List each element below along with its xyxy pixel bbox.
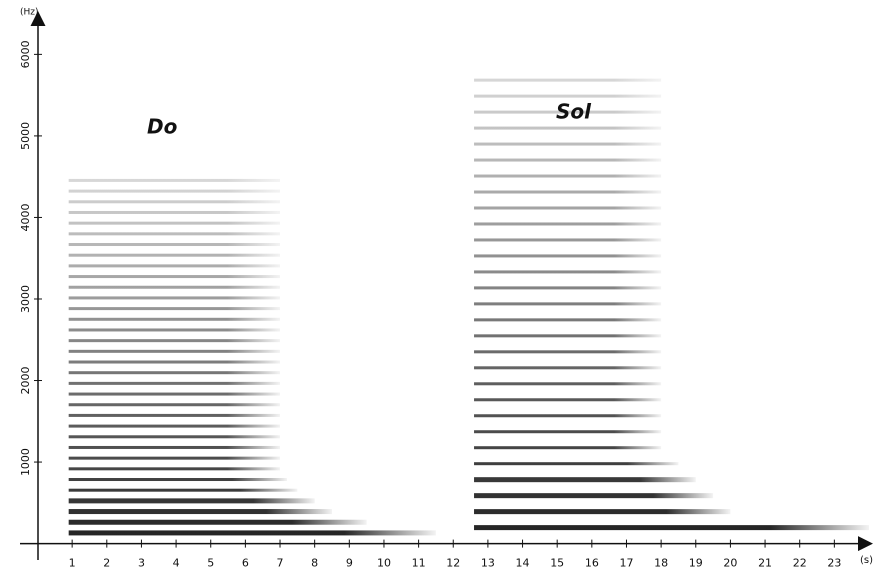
harmonic [474, 525, 869, 530]
harmonic [69, 371, 280, 374]
x-tick-label: 3 [138, 557, 145, 570]
harmonic [474, 79, 661, 82]
y-tick-label: 3000 [19, 285, 32, 313]
x-tick-label: 1 [69, 557, 76, 570]
harmonic [474, 254, 661, 257]
x-tick-label: 20 [723, 557, 737, 570]
x-tick-label: 8 [311, 557, 318, 570]
note-label: Do [147, 115, 178, 139]
harmonic [69, 296, 280, 299]
harmonic [474, 206, 661, 209]
x-tick-label: 22 [793, 557, 807, 570]
harmonic [69, 328, 280, 331]
x-tick-label: 16 [585, 557, 599, 570]
harmonic [474, 191, 661, 194]
harmonic [69, 414, 280, 417]
harmonic [69, 254, 280, 257]
harmonic [474, 382, 661, 385]
x-tick-label: 12 [446, 557, 460, 570]
harmonic [474, 493, 713, 498]
harmonic [69, 275, 280, 278]
harmonic [69, 478, 287, 481]
harmonics [69, 79, 869, 536]
harmonic [69, 318, 280, 321]
x-tick-label: 21 [758, 557, 772, 570]
x-tick-label: 6 [242, 557, 249, 570]
harmonic [69, 403, 280, 406]
harmonic [69, 200, 280, 203]
x-tick-label: 11 [412, 557, 426, 570]
harmonic [474, 95, 661, 98]
x-tick-label: 15 [550, 557, 564, 570]
x-tick-label: 9 [346, 557, 353, 570]
harmonic [474, 318, 661, 321]
harmonic [69, 509, 332, 514]
harmonic [474, 446, 661, 449]
harmonic [474, 175, 661, 178]
harmonic [474, 302, 661, 305]
x-tick-label: 19 [689, 557, 703, 570]
x-tick-label: 7 [277, 557, 284, 570]
harmonic [69, 222, 280, 225]
harmonic [69, 361, 280, 364]
harmonic [474, 477, 696, 482]
x-tick-label: 5 [207, 557, 214, 570]
harmonic [69, 307, 280, 310]
harmonic [474, 238, 661, 241]
x-tick-label: 14 [516, 557, 530, 570]
y-axis-label: (Hz) [20, 8, 39, 18]
harmonic [69, 425, 280, 428]
harmonic [69, 179, 280, 182]
chart: (Hz) (s) Do Sol 123456789101112131415161… [0, 0, 879, 580]
harmonic [69, 457, 280, 460]
y-tick-label: 1000 [19, 448, 32, 476]
harmonic [474, 127, 661, 130]
harmonic [69, 489, 298, 492]
x-tick-label: 2 [103, 557, 110, 570]
page: {"chart_data": { "type": "spectrogram", … [0, 0, 879, 580]
harmonic [69, 264, 280, 267]
harmonic [474, 509, 730, 514]
harmonic [474, 430, 661, 433]
harmonic [69, 498, 315, 503]
harmonic [69, 435, 280, 438]
x-tick-label: 17 [619, 557, 633, 570]
harmonic [474, 143, 661, 146]
harmonic [474, 414, 661, 417]
harmonic [474, 159, 661, 162]
harmonic [474, 462, 678, 465]
harmonic [474, 398, 661, 401]
harmonic [474, 366, 661, 369]
harmonic [69, 190, 280, 193]
harmonic [69, 467, 280, 470]
x-tick-label: 18 [654, 557, 668, 570]
x-tick-label: 13 [481, 557, 495, 570]
harmonic [474, 270, 661, 273]
y-tick-label: 5000 [19, 122, 32, 150]
harmonic [69, 243, 280, 246]
harmonic [69, 446, 280, 449]
x-tick-label: 10 [377, 557, 391, 570]
note-label: Sol [556, 100, 592, 124]
y-tick-label: 2000 [19, 367, 32, 395]
harmonic [69, 232, 280, 235]
harmonic [69, 520, 367, 525]
harmonic [474, 350, 661, 353]
harmonic [69, 350, 280, 353]
harmonic [69, 393, 280, 396]
harmonic [69, 211, 280, 214]
y-tick-label: 4000 [19, 203, 32, 231]
harmonic [69, 382, 280, 385]
harmonic [69, 286, 280, 289]
x-tick-label: 4 [173, 557, 180, 570]
x-axis-label: (s) [860, 555, 873, 566]
harmonic [69, 339, 280, 342]
harmonic [474, 334, 661, 337]
y-tick-label: 6000 [19, 40, 32, 68]
x-tick-label: 23 [827, 557, 841, 570]
harmonic [69, 530, 436, 535]
harmonic [474, 286, 661, 289]
harmonic [474, 222, 661, 225]
